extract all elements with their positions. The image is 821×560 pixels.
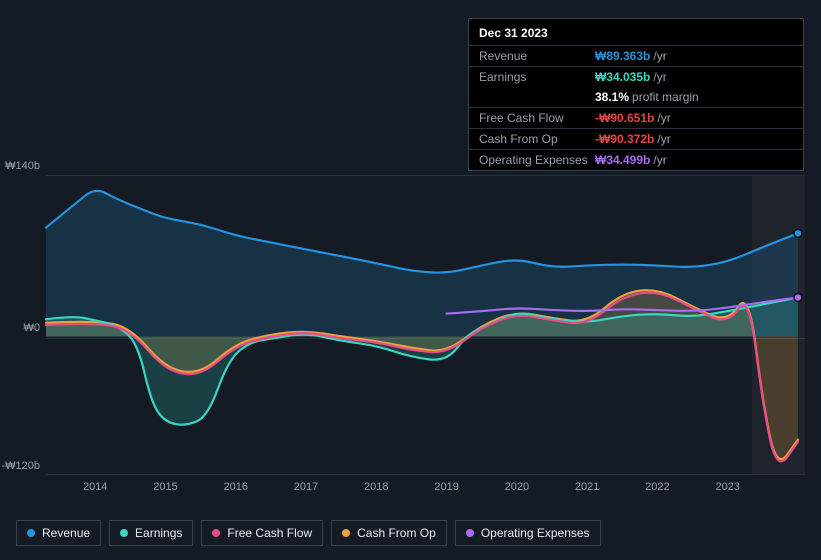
legend-item[interactable]: Revenue: [16, 520, 101, 546]
x-axis-label: 2016: [224, 481, 248, 493]
tooltip-row-unit: /yr: [657, 111, 670, 125]
tooltip-row: Free Cash Flow-₩90.651b/yr: [469, 107, 803, 128]
x-axis-label: 2014: [83, 481, 107, 493]
legend-label: Earnings: [135, 526, 182, 540]
tooltip-row-value: ₩34.035b: [595, 70, 650, 84]
tooltip-row: Earnings₩34.035b/yr: [469, 66, 803, 87]
x-axis-label: 2020: [505, 481, 529, 493]
legend-dot-icon: [212, 529, 220, 537]
revenue-end-marker: [794, 229, 802, 237]
tooltip-row-unit: /yr: [653, 153, 666, 167]
y-axis-label: ₩0: [0, 322, 40, 334]
tooltip-row-label: Earnings: [479, 70, 595, 84]
tooltip-row-unit: /yr: [653, 70, 666, 84]
legend-item[interactable]: Earnings: [109, 520, 193, 546]
tooltip-row: 38.1%profit margin: [469, 87, 803, 107]
tooltip-row-unit: /yr: [653, 49, 666, 63]
legend-dot-icon: [342, 529, 350, 537]
legend-item[interactable]: Free Cash Flow: [201, 520, 323, 546]
tooltip-row-unit: profit margin: [632, 90, 699, 104]
tooltip-row-label: Cash From Op: [479, 132, 595, 146]
legend-dot-icon: [120, 529, 128, 537]
tooltip-row: Revenue₩89.363b/yr: [469, 45, 803, 66]
series-svg: [46, 176, 805, 474]
x-axis-label: 2022: [645, 481, 669, 493]
y-axis-label: -₩120b: [0, 460, 40, 472]
x-axis-label: 2023: [715, 481, 739, 493]
tooltip-row-unit: /yr: [657, 132, 670, 146]
chart-tooltip: Dec 31 2023 Revenue₩89.363b/yrEarnings₩3…: [468, 18, 804, 171]
x-axis-label: 2019: [434, 481, 458, 493]
legend-dot-icon: [466, 529, 474, 537]
tooltip-row: Operating Expenses₩34.499b/yr: [469, 149, 803, 170]
plot-area[interactable]: [46, 175, 805, 475]
tooltip-row-label: Operating Expenses: [479, 153, 595, 167]
tooltip-row-value: 38.1%: [595, 90, 629, 104]
tooltip-row-value: ₩34.499b: [595, 153, 650, 167]
x-axis-label: 2018: [364, 481, 388, 493]
tooltip-row-label: Revenue: [479, 49, 595, 63]
legend-label: Operating Expenses: [481, 526, 590, 540]
legend-label: Free Cash Flow: [227, 526, 312, 540]
legend-dot-icon: [27, 529, 35, 537]
legend: Revenue Earnings Free Cash Flow Cash From O…: [16, 520, 601, 546]
opex-end-marker: [794, 294, 802, 302]
legend-label: Cash From Op: [357, 526, 436, 540]
y-axis-label: ₩140b: [0, 160, 40, 172]
tooltip-row-value: -₩90.372b: [595, 132, 654, 146]
legend-item[interactable]: Cash From Op: [331, 520, 447, 546]
tooltip-date: Dec 31 2023: [469, 19, 803, 45]
financials-chart: ₩140b₩0-₩120b 20142015201620172018201920…: [16, 160, 805, 500]
x-axis-label: 2015: [153, 481, 177, 493]
legend-item[interactable]: Operating Expenses: [455, 520, 601, 546]
x-axis-label: 2017: [294, 481, 318, 493]
tooltip-row: Cash From Op-₩90.372b/yr: [469, 128, 803, 149]
legend-label: Revenue: [42, 526, 90, 540]
tooltip-row-value: -₩90.651b: [595, 111, 654, 125]
tooltip-row-value: ₩89.363b: [595, 49, 650, 63]
tooltip-row-label: Free Cash Flow: [479, 111, 595, 125]
x-axis-label: 2021: [575, 481, 599, 493]
